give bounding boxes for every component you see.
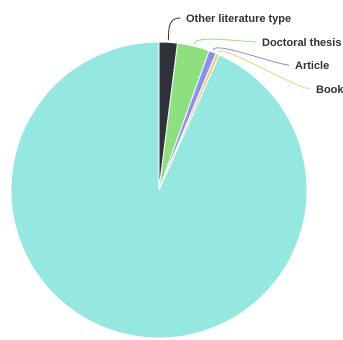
pie-slice-unlabeled[interactable] xyxy=(10,41,308,339)
pie-callouts xyxy=(167,17,311,90)
slice-label-doctoral-thesis: Doctoral thesis xyxy=(262,37,341,49)
callout-line-other-literature-type xyxy=(167,17,181,41)
slice-label-other-literature-type: Other literature type xyxy=(186,13,291,25)
callout-line-article xyxy=(212,47,290,66)
pie-slices xyxy=(10,41,308,339)
slice-label-article: Article xyxy=(295,60,329,72)
callout-line-book xyxy=(218,50,311,90)
pie-labels: Other literature type Doctoral thesis Arti… xyxy=(186,13,343,96)
slice-label-book: Book xyxy=(316,84,343,96)
callout-line-doctoral-thesis xyxy=(193,38,257,45)
